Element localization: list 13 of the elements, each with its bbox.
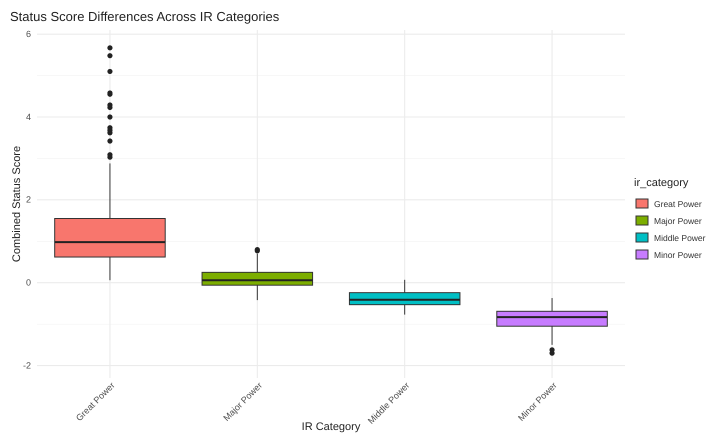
y-tick-label: 0	[26, 278, 31, 288]
y-tick-label: 4	[26, 112, 31, 122]
chart-title: Status Score Differences Across IR Categories	[10, 9, 280, 24]
y-tick-label: 2	[26, 194, 31, 205]
y-tick-label: 6	[26, 29, 31, 40]
legend-title: ir_category	[634, 177, 689, 189]
y-axis-title: Combined Status Score	[11, 146, 23, 262]
y-tick-label: -2	[22, 360, 31, 370]
legend-label: Great Power	[654, 199, 702, 209]
legend-label: Middle Power	[654, 233, 706, 243]
x-axis-title: IR Category	[302, 421, 361, 433]
legend-label: Major Power	[654, 216, 702, 226]
legend-label: Minor Power	[654, 250, 702, 260]
